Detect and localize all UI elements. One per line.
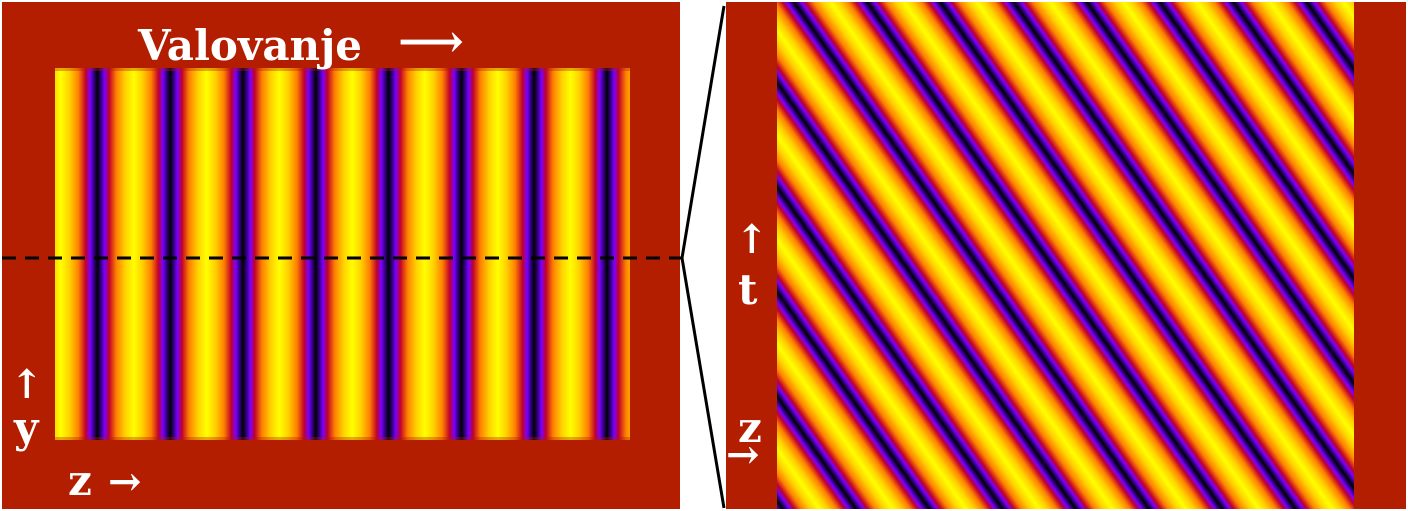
connector-lower-line — [680, 257, 726, 509]
right-panel: ↑ t z → — [726, 2, 1406, 509]
y-axis-arrow: ↑ — [10, 361, 44, 408]
y-axis-label: y — [13, 403, 40, 452]
wave-title-arrow: ⟶ — [398, 14, 464, 68]
z-axis-arrow: → — [108, 458, 142, 505]
left-wave-field — [55, 68, 630, 440]
wave-title: Valovanje — [137, 21, 362, 70]
left-wave-bottom-edge — [55, 437, 630, 440]
left-panel: Valovanje ⟶ ↑ y z → — [2, 2, 682, 509]
z-axis-label: z — [68, 456, 92, 505]
t-axis-label: t — [738, 265, 758, 314]
right-z-axis-arrow: → — [726, 431, 760, 478]
zoom-connector — [680, 5, 726, 509]
right-wave-field — [777, 2, 1354, 509]
connector-upper-line — [680, 5, 726, 259]
t-axis-arrow: ↑ — [735, 216, 769, 263]
right-z-axis-label: z — [738, 403, 762, 452]
left-wave-top-edge — [55, 68, 630, 71]
